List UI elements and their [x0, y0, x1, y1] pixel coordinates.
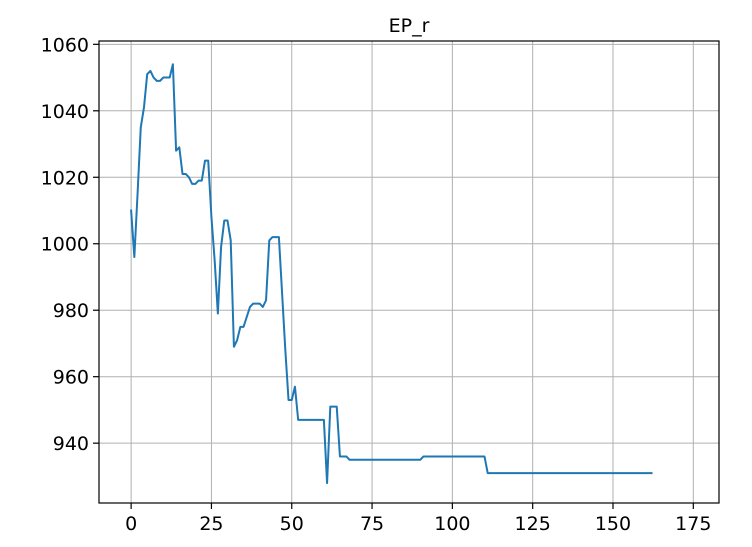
x-axis: 0 25 50 75 100 125 150 175: [125, 503, 711, 535]
y-tick-label: 1000: [41, 234, 89, 256]
x-tick-label: 75: [360, 513, 384, 535]
y-tick-label: 940: [53, 433, 89, 455]
x-tick-label: 150: [595, 513, 631, 535]
x-tick-label: 25: [199, 513, 223, 535]
chart-title: EP_r: [389, 15, 430, 37]
y-tick-label: 980: [53, 300, 89, 322]
y-axis: 940 960 980 1000 1020 1040 1060: [41, 34, 99, 455]
y-tick-label: 1020: [41, 167, 89, 189]
series-line-0: [130, 63, 653, 485]
x-tick-label: 50: [280, 513, 304, 535]
series-layer: [130, 63, 653, 485]
x-tick-label: 100: [434, 513, 470, 535]
x-tick-label: 0: [125, 513, 137, 535]
grid-lines: [99, 41, 719, 503]
y-tick-label: 1040: [41, 101, 89, 123]
y-tick-label: 960: [53, 367, 89, 389]
y-tick-label: 1060: [41, 34, 89, 56]
plot-frame: [98, 40, 720, 504]
x-tick-label: 175: [675, 513, 711, 535]
x-tick-label: 125: [515, 513, 551, 535]
